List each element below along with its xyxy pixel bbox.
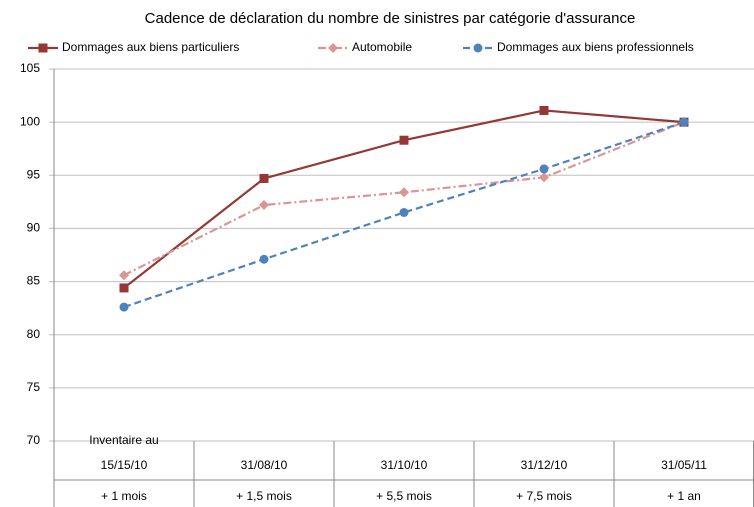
x-tick-label: 31/10/10 <box>381 458 428 472</box>
marker <box>119 270 129 281</box>
x-tick-label: 31/12/10 <box>521 458 568 472</box>
x-tick-label: 15/15/10 <box>101 458 148 472</box>
y-tick-label: 90 <box>27 221 41 235</box>
legend-label: Dommages aux biens particuliers <box>62 40 239 54</box>
marker <box>473 43 483 53</box>
marker <box>679 117 689 127</box>
y-tick-label: 100 <box>20 114 40 128</box>
period-label: + 1 mois <box>101 489 147 503</box>
marker <box>119 283 129 293</box>
marker <box>399 187 409 198</box>
marker <box>328 43 338 53</box>
marker <box>399 135 409 145</box>
y-tick-label: 105 <box>20 61 40 75</box>
marker <box>539 172 549 183</box>
period-label: + 1 an <box>667 489 701 503</box>
x-tick-label: Inventaire au <box>89 433 158 447</box>
x-tick-label: 31/05/11 <box>661 458 707 472</box>
period-label: + 7,5 mois <box>516 489 572 503</box>
marker <box>119 302 129 312</box>
chart-title: Cadence de déclaration du nombre de sini… <box>145 10 636 27</box>
marker <box>259 254 269 264</box>
legend-label: Automobile <box>352 40 412 54</box>
marker <box>259 173 269 183</box>
marker <box>259 200 269 211</box>
x-tick-label: 31/08/10 <box>241 458 288 472</box>
marker <box>38 43 48 53</box>
y-tick-label: 80 <box>27 327 41 341</box>
period-label: + 5,5 mois <box>376 489 432 503</box>
marker <box>539 164 549 174</box>
legend-label: Dommages aux biens professionnels <box>497 40 694 54</box>
y-tick-label: 95 <box>27 167 41 181</box>
marker <box>399 207 409 217</box>
y-tick-label: 85 <box>27 274 41 288</box>
series-line <box>123 121 685 277</box>
y-tick-label: 70 <box>27 433 41 447</box>
period-label: + 1,5 mois <box>236 489 292 503</box>
marker <box>539 105 549 115</box>
y-tick-label: 75 <box>27 380 41 394</box>
